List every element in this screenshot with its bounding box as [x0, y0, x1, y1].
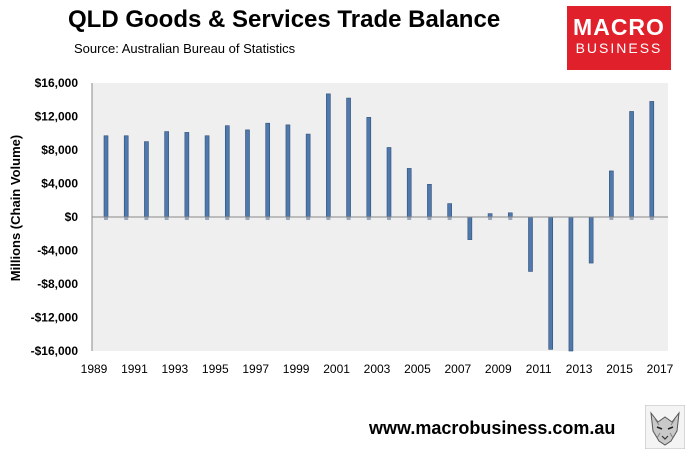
y-tick-label: $8,000 [41, 143, 78, 157]
bar-2000 [305, 133, 311, 218]
logo-line-1: MACRO [573, 14, 665, 40]
bar-base-2000 [306, 217, 311, 220]
bar-base-2001 [326, 217, 331, 220]
bar-base-1991 [124, 217, 129, 220]
bar-2006 [427, 184, 432, 218]
bar-1993 [164, 131, 169, 218]
bar-2010 [507, 212, 513, 218]
y-tick-label: $0 [65, 210, 79, 224]
x-tick-label: 2011 [526, 362, 552, 376]
x-tick-label: 2001 [323, 362, 350, 376]
y-tick-label: $16,000 [35, 76, 79, 90]
y-tick-label: -$16,000 [31, 344, 79, 358]
wolf-mascot-icon [645, 405, 685, 449]
bar-1995 [204, 135, 210, 218]
x-tick-label: 1995 [202, 362, 229, 376]
x-tick-label: 1999 [283, 362, 310, 376]
bar-base-2002 [346, 217, 351, 220]
x-tick-label: 1993 [162, 362, 189, 376]
bar-base-2015 [609, 217, 614, 220]
bar-base-1997 [245, 217, 250, 220]
bar-base-2004 [387, 217, 391, 220]
source-caption: Source: Australian Bureau of Statistics [74, 41, 296, 56]
x-tick-label: 1989 [81, 362, 108, 376]
bar-1996 [224, 125, 230, 218]
y-tick-label: $4,000 [41, 177, 78, 191]
bar-2007 [447, 203, 452, 218]
bar-base-2017 [649, 217, 654, 220]
bar-2003 [366, 117, 372, 218]
website-url[interactable]: www.macrobusiness.com.au [369, 418, 616, 438]
bar-1994 [184, 132, 190, 218]
y-tick-label: -$4,000 [37, 244, 78, 258]
bar-base-2007 [447, 217, 452, 220]
bar-2001 [326, 93, 331, 218]
bar-base-2005 [407, 217, 412, 220]
x-tick-label: 1997 [242, 362, 269, 376]
bar-base-2009 [488, 217, 493, 220]
x-tick-label: 2005 [404, 362, 431, 376]
x-tick-label: 2017 [647, 362, 674, 376]
y-tick-label: -$8,000 [37, 277, 78, 291]
bar-2008 [467, 216, 473, 240]
bar-2015 [609, 170, 614, 218]
bar-base-2016 [629, 217, 634, 220]
bar-2005 [406, 168, 412, 218]
bar-base-1998 [265, 217, 270, 220]
x-tick-label: 2003 [364, 362, 391, 376]
x-tick-label: 2015 [606, 362, 633, 376]
x-tick-labels: 1989 1991 1993 1995 1997 1999 2001 2003 2005 2007… [81, 362, 674, 376]
bar-base-1993 [164, 217, 169, 220]
bar-1992 [144, 141, 149, 218]
bar-2002 [346, 97, 351, 218]
bar-base-2003 [366, 217, 371, 220]
bar-2011 [528, 216, 533, 272]
bar-1991 [123, 135, 129, 218]
macrobusiness-logo[interactable]: MACRO BUSINESS [567, 6, 671, 70]
bar-base-1990 [104, 217, 108, 220]
y-tick-label: -$12,000 [31, 311, 79, 325]
bar-1997 [245, 129, 250, 218]
bar-base-1999 [285, 217, 290, 220]
x-tick-label: 1991 [121, 362, 148, 376]
bar-2017 [649, 101, 655, 218]
bar-base-1995 [205, 217, 210, 220]
bar-base-1994 [184, 217, 189, 220]
bar-base-1992 [144, 217, 149, 220]
bar-1999 [285, 124, 291, 218]
chart-title: QLD Goods & Services Trade Balance [68, 6, 501, 33]
y-axis-title: Millions (Chain Volume) [8, 135, 23, 281]
bar-1998 [265, 122, 271, 218]
x-tick-label: 2009 [485, 362, 512, 376]
bar-base-2010 [508, 217, 513, 220]
x-tick-label: 2007 [445, 362, 472, 376]
bar-1990 [103, 135, 109, 218]
bar-2009 [487, 213, 493, 218]
logo-line-2: BUSINESS [575, 40, 663, 56]
bar-2016 [629, 111, 634, 218]
y-tick-labels: $16,000 $12,000 $8,000 $4,000 $0 -$4,000 -$8,0… [31, 76, 79, 358]
bar-2012 [548, 216, 554, 350]
x-tick-label: 2013 [566, 362, 593, 376]
bar-2014 [588, 216, 594, 264]
bar-base-1996 [225, 217, 230, 220]
y-tick-label: $12,000 [35, 110, 79, 124]
bar-base-2006 [427, 217, 432, 220]
bar-2004 [386, 147, 392, 218]
bar-2013 [568, 216, 574, 352]
